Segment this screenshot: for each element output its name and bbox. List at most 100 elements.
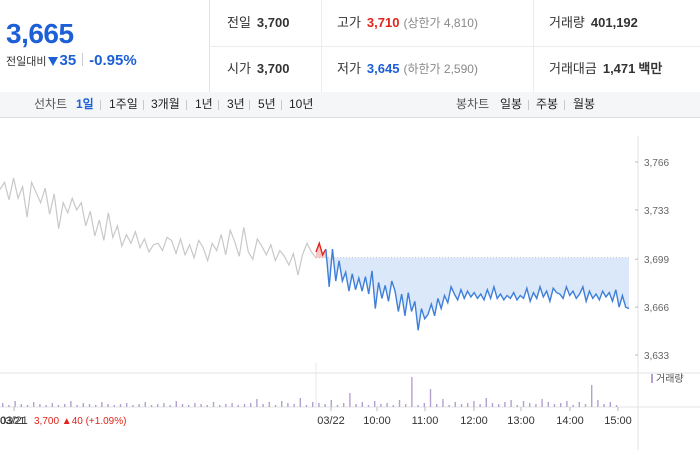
volume-bar — [274, 405, 277, 407]
tab-1-day[interactable]: 1일 — [76, 97, 94, 111]
volume-bar — [138, 404, 140, 407]
volume-bar — [8, 405, 10, 407]
divider — [249, 100, 250, 110]
volume-bar — [411, 377, 413, 407]
volume-bar — [268, 402, 270, 407]
change-amount: 35 — [59, 52, 77, 69]
x-tick-label: 13:00 — [507, 415, 535, 427]
volume-bar — [541, 399, 543, 407]
price-box: 3,665 전일대비 35 -0.95% — [0, 0, 210, 92]
volume-bar — [231, 403, 233, 407]
volume-bar — [498, 404, 500, 407]
period-tab-bar: 선차트 1일 1주일 3개월 1년 3년 5년 10년 봉차트 일봉 주봉 월봉 — [0, 92, 700, 118]
volume-bar — [460, 404, 463, 407]
volume-bar — [82, 403, 84, 407]
volume-bar — [14, 401, 16, 407]
price-chart-svg: 3,766 3,733 3,699 3,666 3,633 03/21 03/22 10:00… — [0, 136, 700, 450]
volume-bar — [603, 404, 605, 407]
volume-bar — [467, 403, 469, 407]
quote-panel: 3,665 전일대비 35 -0.95% 전일 3,700 고가 3,710 (상한가 4… — [0, 0, 700, 93]
volume-bar — [330, 400, 332, 407]
today-price-line — [325, 248, 630, 331]
volume-bar — [485, 398, 487, 407]
x-tick-label: 11:00 — [412, 415, 439, 427]
volume-bar — [212, 402, 215, 407]
volume-bar — [206, 405, 208, 407]
volume-bar — [243, 404, 246, 407]
divider — [100, 100, 101, 110]
volume-bar — [448, 405, 450, 407]
volume-bar — [64, 404, 66, 407]
volume-bar — [355, 404, 357, 407]
volume-bar — [615, 405, 618, 407]
volume-bar — [101, 402, 103, 407]
volume-bar — [237, 405, 239, 407]
change-percent: -0.95% — [89, 52, 137, 69]
volume-bar — [361, 402, 363, 407]
down-triangle-icon — [48, 57, 59, 66]
stat-grid: 전일 3,700 고가 3,710 (상한가 4,810) 거래량 401,192 시가… — [209, 0, 700, 92]
volume-bar — [516, 405, 518, 407]
divider — [218, 100, 219, 110]
tab-1-week[interactable]: 1주일 — [109, 97, 138, 111]
tab-1-year[interactable]: 1년 — [195, 97, 213, 111]
tab-weekly-candle[interactable]: 주봉 — [536, 97, 559, 111]
stat-prev-close: 전일 3,700 — [227, 15, 290, 30]
stat-low: 저가 3,645 (하한가 2,590) — [337, 61, 478, 76]
volume-bar — [343, 403, 345, 407]
prev-day-note-price: 3,700 ▲40 (+1.09%) — [34, 416, 126, 427]
divider — [143, 100, 144, 110]
divider — [564, 100, 565, 110]
stat-open: 시가 3,700 — [227, 61, 290, 76]
volume-bar — [88, 404, 91, 407]
volume-bar — [51, 403, 53, 407]
x-tick-label: 14:00 — [556, 415, 584, 427]
volume-bar — [473, 401, 475, 407]
y-tick-label: 3,766 — [644, 158, 669, 169]
volume-bar — [336, 405, 339, 407]
volume-legend-label: 거래량 — [656, 373, 684, 385]
volume-bar — [405, 404, 407, 407]
volume-bar — [219, 405, 221, 407]
volume-bar — [392, 405, 394, 407]
divider — [281, 100, 282, 110]
volume-bar — [454, 402, 456, 407]
volume-bar — [256, 399, 258, 407]
intraday-chart: 3,766 3,733 3,699 3,666 3,633 03/21 03/22 10:00… — [0, 118, 700, 450]
tab-3-month[interactable]: 3개월 — [151, 97, 180, 111]
stat-row-1: 전일 3,700 고가 3,710 (상한가 4,810) 거래량 401,192 — [209, 0, 700, 47]
volume-bar — [175, 401, 177, 407]
stat-trade-value: 거래대금 1,471 백만 — [549, 61, 663, 76]
volume-bar — [374, 401, 376, 407]
volume-bar — [584, 404, 587, 407]
volume-bar — [2, 403, 4, 407]
volume-bar — [547, 402, 549, 407]
volume-bar — [70, 401, 72, 407]
tab-monthly-candle[interactable]: 월봉 — [573, 97, 596, 111]
volume-bar — [578, 402, 580, 407]
volume-bar — [33, 402, 35, 407]
divider — [528, 100, 529, 110]
divider — [186, 100, 187, 110]
tab-10-year[interactable]: 10년 — [289, 97, 314, 111]
tab-3-year[interactable]: 3년 — [227, 97, 245, 111]
volume-bar — [262, 404, 264, 407]
volume-bar — [349, 393, 351, 407]
volume-bar — [150, 405, 153, 407]
volume-bar — [225, 404, 227, 407]
volume-bar — [423, 403, 425, 407]
tab-5-year[interactable]: 5년 — [258, 97, 276, 111]
volume-bar — [57, 405, 60, 407]
x-tick-label: 10:00 — [363, 415, 391, 427]
volume-bar — [597, 400, 599, 407]
volume-bar — [566, 401, 568, 407]
volume-bar — [293, 404, 295, 407]
volume-bar — [107, 404, 109, 407]
candle-chart-label: 봉차트 — [456, 97, 490, 111]
divider — [82, 53, 84, 66]
volume-bar — [560, 403, 562, 407]
prev-day-price-line — [0, 177, 317, 276]
volume-bar — [436, 404, 438, 407]
volume-bar — [609, 402, 611, 407]
tab-daily-candle[interactable]: 일봉 — [500, 97, 523, 111]
